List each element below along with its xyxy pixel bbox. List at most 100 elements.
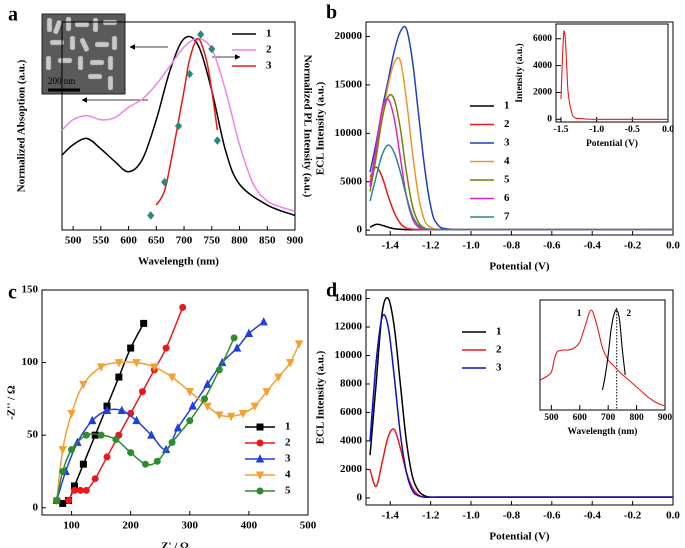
x-axis-title: Z' / Ω bbox=[161, 541, 189, 548]
legend-label: 4 bbox=[504, 155, 510, 167]
plot-frame bbox=[61, 21, 296, 231]
y-tick-label: 4000 bbox=[340, 434, 363, 446]
marker bbox=[203, 402, 212, 411]
x-tick-label: 800 bbox=[629, 413, 644, 423]
x-tick-label: 100 bbox=[63, 520, 80, 532]
marker bbox=[161, 177, 169, 187]
x-tick-label: -0.6 bbox=[543, 240, 561, 252]
legend-label: 1 bbox=[496, 326, 502, 338]
y-tick-label: 0 bbox=[357, 224, 363, 236]
y-tick-label: 2000 bbox=[340, 463, 363, 475]
x-tick-label: 0.0 bbox=[662, 125, 674, 135]
marker bbox=[147, 211, 155, 220]
marker bbox=[186, 417, 194, 425]
marker bbox=[162, 344, 170, 352]
x-tick-label: 600 bbox=[573, 413, 588, 423]
x-tick-label: 750 bbox=[204, 235, 221, 247]
y-tick-label: 15000 bbox=[335, 78, 363, 90]
plot-frame bbox=[539, 299, 666, 411]
marker bbox=[71, 486, 79, 494]
x-tick-label: -1.0 bbox=[589, 125, 604, 135]
legend-marker bbox=[256, 423, 264, 431]
marker bbox=[53, 496, 61, 504]
legend-label: 2 bbox=[266, 44, 272, 56]
legend-label: 3 bbox=[504, 137, 510, 149]
y-axis-title: -Z'' / Ω bbox=[6, 385, 18, 420]
y-tick-label: 0 bbox=[33, 501, 39, 513]
y-tick-label: 14000 bbox=[335, 292, 363, 304]
x-tick-label: -0.2 bbox=[624, 240, 642, 252]
y-tick-label: 50 bbox=[27, 429, 39, 441]
marker bbox=[262, 388, 271, 397]
chart-panel: b-1.4 -1.2 -1.0 -0.8 -0.6 -0.4 -0.2 0.005000100… bbox=[315, 2, 681, 273]
marker bbox=[117, 405, 126, 414]
legend-label: 3 bbox=[496, 362, 502, 374]
legend-marker bbox=[256, 487, 264, 495]
marker bbox=[250, 402, 259, 411]
y-axis-title: ECL Intensity (a.u.) bbox=[315, 81, 327, 175]
y-tick-label: 0 bbox=[547, 115, 552, 125]
x-tick-label: -1.0 bbox=[462, 510, 480, 522]
legend-label: 1 bbox=[285, 421, 291, 433]
x-tick-label: 500 bbox=[544, 413, 559, 423]
panel-label: a bbox=[8, 4, 18, 26]
x-tick-label: 700 bbox=[601, 413, 616, 423]
plot-frame bbox=[41, 289, 309, 516]
x-axis-title: Potential (V) bbox=[489, 261, 550, 273]
y2-axis-title: Normalized PL Intensity (a.u.) bbox=[301, 55, 313, 198]
x-tick-label: -1.5 bbox=[553, 125, 568, 135]
marker bbox=[186, 69, 194, 79]
series-line bbox=[56, 321, 265, 501]
x-tick-label: -0.2 bbox=[624, 510, 642, 522]
legend-label: 2 bbox=[504, 118, 510, 130]
x-tick-label: -1.0 bbox=[462, 240, 480, 252]
marker bbox=[179, 303, 187, 311]
series-label: 2 bbox=[626, 309, 631, 319]
series-line bbox=[369, 313, 673, 499]
legend-marker bbox=[255, 471, 265, 480]
x-tick-label: -1.2 bbox=[422, 240, 440, 252]
marker bbox=[238, 409, 248, 419]
legend-label: 3 bbox=[285, 453, 291, 465]
marker bbox=[168, 438, 176, 446]
marker bbox=[102, 405, 112, 414]
series-line bbox=[369, 297, 673, 499]
x-tick-label: -0.4 bbox=[583, 240, 601, 252]
x-tick-label: -0.4 bbox=[583, 510, 601, 522]
marker bbox=[153, 457, 161, 465]
marker bbox=[132, 359, 141, 368]
marker bbox=[97, 431, 105, 439]
x-tick-label: 650 bbox=[148, 235, 165, 247]
x-tick-label: -0.8 bbox=[503, 240, 521, 252]
marker bbox=[127, 344, 135, 352]
legend-label: 7 bbox=[504, 211, 510, 223]
x-axis-title: Wavelength (nm) bbox=[568, 426, 638, 437]
y-tick-label: 6000 bbox=[533, 34, 552, 44]
x-axis-title: Potential (V) bbox=[586, 138, 638, 149]
x-tick-label: 900 bbox=[658, 413, 673, 423]
y-axis-title: Normalized Absoption (a.u.) bbox=[16, 59, 28, 192]
marker bbox=[88, 415, 97, 425]
x-axis-title: Wavelength (nm) bbox=[138, 256, 219, 268]
marker bbox=[140, 319, 148, 327]
marker bbox=[138, 388, 146, 396]
marker bbox=[201, 395, 209, 403]
y-tick-label: 5000 bbox=[340, 175, 363, 187]
chart-panel: -1.5 -1.0 -0.5 0.0 0 2000 4000 6000 Potential (V… bbox=[514, 23, 674, 149]
marker bbox=[244, 328, 254, 338]
chart-panel: 500 600 700 800 900 Wavelength (nm) 1 2 bbox=[539, 299, 673, 437]
marker bbox=[226, 412, 236, 422]
x-tick-label: 0.0 bbox=[666, 240, 680, 252]
marker bbox=[59, 467, 67, 475]
marker bbox=[114, 359, 124, 368]
x-tick-label: -0.6 bbox=[543, 510, 561, 522]
panel-label: b bbox=[326, 2, 337, 24]
x-tick-label: 600 bbox=[120, 235, 137, 247]
marker bbox=[150, 363, 159, 372]
legend-label: 1 bbox=[266, 28, 272, 40]
marker bbox=[274, 373, 283, 382]
legend-label: 5 bbox=[504, 174, 510, 186]
y-tick-label: 100 bbox=[22, 356, 39, 368]
marker bbox=[58, 446, 67, 455]
